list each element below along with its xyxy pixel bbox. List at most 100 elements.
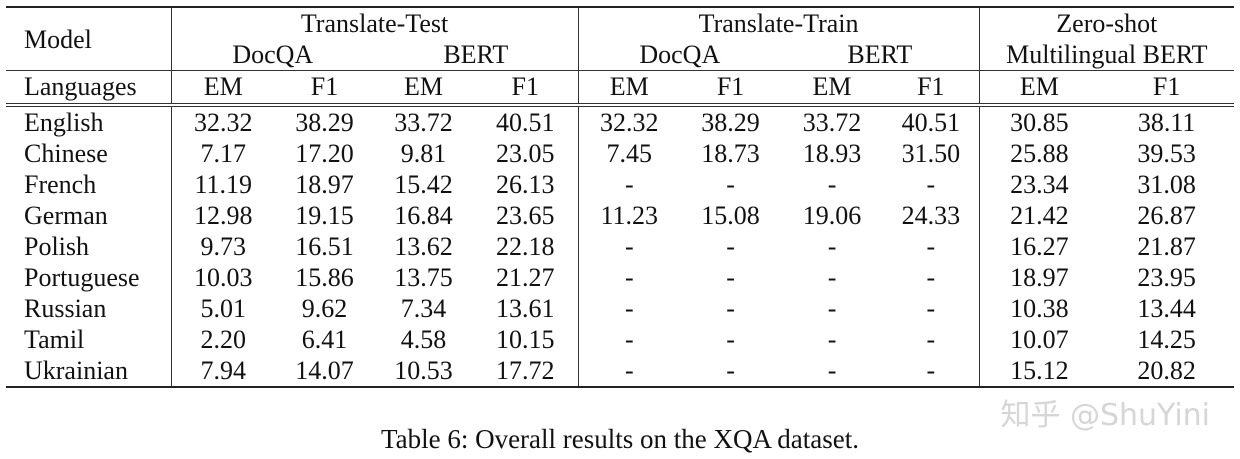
value-cell: -	[726, 170, 735, 199]
value-cell: 2.20	[200, 325, 247, 354]
value-cell: -	[726, 325, 735, 354]
value-cell: -	[624, 263, 634, 292]
table-row: German 12.98 19.15 16.84 23.65 11.23 15.…	[6, 200, 1234, 231]
value-cell: -	[883, 262, 980, 293]
language-cell: English	[6, 103, 172, 138]
value-cell: 14.07	[275, 355, 374, 388]
value-cell: -	[781, 355, 884, 388]
value-cell: 18.73	[701, 139, 760, 168]
value-cell: 13.62	[394, 232, 453, 261]
value-cell: 40.51	[473, 103, 579, 138]
value-cell: -	[883, 293, 980, 324]
metric-header: EM	[781, 70, 884, 105]
sub-header-test-docqa: DocQA	[232, 40, 314, 69]
value-cell: 32.32	[171, 103, 275, 138]
table-body: English 32.32 38.29 33.72 40.51 32.32 38…	[6, 103, 1235, 388]
value-cell: 40.51	[883, 103, 980, 138]
value-cell: 38.11	[1099, 103, 1235, 138]
value-cell: 20.82	[1099, 355, 1235, 388]
value-cell: 23.34	[1010, 170, 1069, 199]
metric-header: EM	[374, 70, 473, 105]
value-cell: 17.72	[473, 355, 579, 388]
value-cell: -	[726, 232, 735, 261]
table-row: French 11.19 18.97 15.42 26.13 - - - - 2…	[6, 169, 1234, 200]
value-cell: 17.20	[295, 139, 354, 168]
language-cell: Portuguese	[6, 262, 172, 293]
value-cell: 22.18	[473, 231, 579, 262]
value-cell: 23.95	[1137, 263, 1196, 292]
value-cell: 18.93	[802, 139, 862, 168]
value-cell: 18.97	[1010, 263, 1069, 292]
model-header: Model	[6, 6, 172, 71]
value-cell: 26.87	[1137, 201, 1196, 230]
value-cell: 10.53	[374, 355, 473, 388]
value-cell: -	[726, 263, 735, 292]
value-cell: 15.08	[701, 201, 760, 230]
value-cell: 10.03	[194, 263, 253, 292]
value-cell: 19.06	[802, 201, 862, 230]
value-cell: -	[827, 325, 837, 354]
value-cell: 21.27	[473, 262, 579, 293]
value-cell: 13.44	[1137, 294, 1196, 323]
value-cell: 10.38	[1010, 294, 1069, 323]
metric-header: F1	[1099, 70, 1235, 105]
group-header-translate-test: Translate-Test	[171, 6, 579, 39]
metric-header: F1	[473, 70, 579, 105]
value-cell: 23.05	[473, 138, 579, 169]
value-cell: 38.29	[680, 103, 782, 138]
language-cell: Chinese	[6, 138, 172, 169]
table-row: Portuguese 10.03 15.86 13.75 21.27 - - -…	[6, 262, 1234, 293]
value-cell: 7.94	[171, 355, 275, 388]
table-row: Tamil 2.20 6.41 4.58 10.15 - - - - 10.07…	[6, 324, 1234, 355]
language-cell: French	[6, 169, 172, 200]
value-cell: -	[883, 324, 980, 355]
value-cell: 39.53	[1137, 139, 1196, 168]
header-row-metrics: Languages EM F1 EM F1 EM F1 EM F1 EM F1	[6, 70, 1235, 105]
value-cell: -	[883, 355, 980, 388]
value-cell: 9.81	[400, 139, 447, 168]
metric-header: F1	[883, 70, 980, 105]
language-cell: Russian	[6, 293, 172, 324]
value-cell: 6.41	[301, 325, 348, 354]
value-cell: -	[624, 170, 634, 199]
value-cell: 5.01	[200, 294, 247, 323]
value-cell: 11.23	[600, 201, 659, 230]
value-cell: 13.75	[394, 263, 453, 292]
language-cell: Ukrainian	[6, 355, 172, 388]
value-cell: -	[827, 294, 837, 323]
languages-header: Languages	[6, 70, 172, 105]
value-cell: 15.86	[295, 263, 354, 292]
value-cell: 7.45	[606, 139, 653, 168]
value-cell: 18.97	[295, 170, 354, 199]
value-cell: 21.87	[1137, 232, 1196, 261]
value-cell: 7.17	[200, 139, 247, 168]
value-cell: 33.72	[374, 103, 473, 138]
metric-header: EM	[578, 70, 681, 105]
value-cell: 24.33	[883, 200, 980, 231]
value-cell: 9.62	[301, 294, 348, 323]
sub-header-test-bert: BERT	[374, 39, 579, 71]
value-cell: 16.27	[1010, 232, 1069, 261]
metric-header: EM	[171, 70, 275, 105]
language-cell: German	[6, 200, 172, 231]
value-cell: -	[827, 232, 837, 261]
value-cell: -	[624, 232, 634, 261]
watermark: 知乎 @ShuYini	[1000, 398, 1210, 433]
table-row: Polish 9.73 16.51 13.62 22.18 - - - - 16…	[6, 231, 1234, 262]
group-header-translate-train: Translate-Train	[578, 6, 980, 39]
sub-header-multilingual-bert: Multilingual BERT	[1006, 40, 1208, 69]
value-cell: 25.88	[1010, 139, 1069, 168]
value-cell: 21.42	[1010, 201, 1069, 230]
value-cell: 23.65	[473, 200, 579, 231]
value-cell: -	[624, 294, 634, 323]
value-cell: -	[680, 355, 782, 388]
table-row: Ukrainian 7.94 14.07 10.53 17.72 - - - -…	[6, 355, 1235, 388]
value-cell: 16.84	[394, 201, 453, 230]
group-header-zero-shot: Zero-shot	[979, 6, 1235, 39]
language-cell: Tamil	[6, 324, 172, 355]
table-row: Chinese 7.17 17.20 9.81 23.05 7.45 18.73…	[6, 138, 1234, 169]
header-row-groups: Model Translate-Test Translate-Train Zer…	[6, 6, 1235, 71]
value-cell: 38.29	[275, 103, 374, 138]
value-cell: 31.08	[1137, 170, 1196, 199]
value-cell: 33.72	[781, 103, 884, 138]
